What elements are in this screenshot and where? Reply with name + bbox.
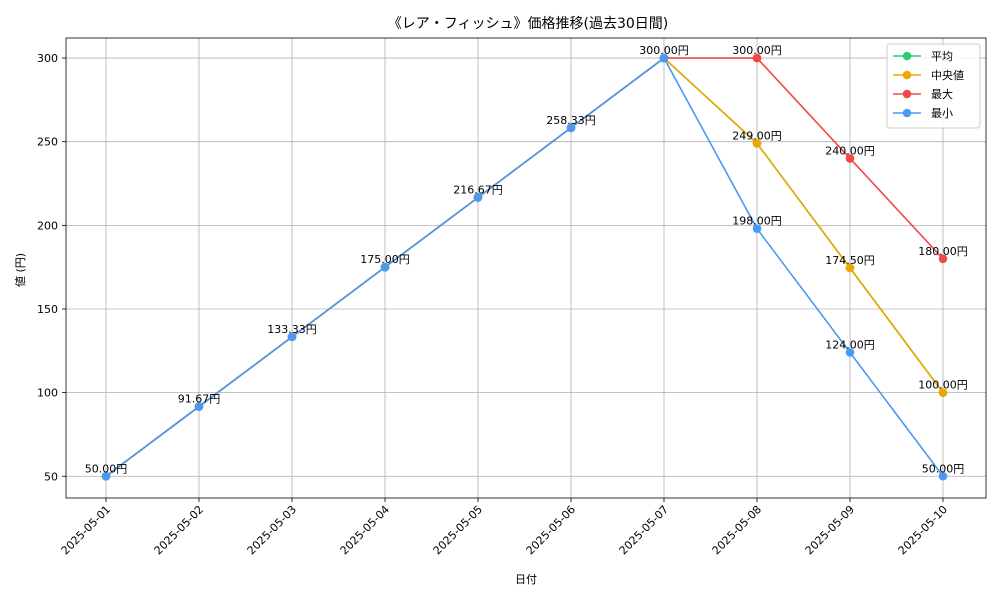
data-point bbox=[473, 193, 483, 202]
data-label: 258.33円 bbox=[546, 114, 596, 127]
y-tick-label: 100 bbox=[37, 387, 58, 400]
y-tick-label: 50 bbox=[44, 470, 58, 483]
data-point bbox=[752, 53, 762, 63]
legend-label: 平均 bbox=[931, 50, 953, 63]
data-label: 50.00円 bbox=[85, 462, 128, 475]
data-label: 174.50円 bbox=[825, 254, 875, 267]
y-tick-label: 200 bbox=[37, 219, 58, 232]
data-point bbox=[845, 154, 855, 163]
data-label: 300.00円 bbox=[639, 44, 689, 57]
series-3 bbox=[101, 53, 948, 481]
legend-item: 中央値 bbox=[893, 69, 964, 82]
legend-marker bbox=[902, 51, 912, 61]
data-label: 100.00円 bbox=[918, 379, 968, 392]
legend-marker bbox=[902, 70, 912, 80]
data-label: 240.00円 bbox=[825, 144, 875, 157]
grid-layer bbox=[66, 38, 986, 498]
data-point bbox=[194, 402, 204, 411]
data-point bbox=[845, 263, 855, 273]
data-point bbox=[938, 254, 948, 264]
data-label: 91.67円 bbox=[178, 393, 221, 406]
legend-marker bbox=[902, 89, 912, 99]
series-0 bbox=[101, 53, 948, 481]
legend-label: 最小 bbox=[931, 107, 953, 120]
data-point bbox=[845, 348, 855, 357]
data-label: 198.00円 bbox=[732, 215, 782, 228]
y-tick-label: 150 bbox=[37, 303, 58, 316]
series-line bbox=[105, 57, 944, 477]
series-layer bbox=[101, 53, 948, 481]
x-tick-label: 2025-05-07 bbox=[617, 503, 671, 557]
data-label: 180.00円 bbox=[918, 245, 968, 258]
y-tick-label: 250 bbox=[37, 136, 58, 149]
x-tick-label: 2025-05-03 bbox=[245, 503, 299, 557]
x-tick-label: 2025-05-06 bbox=[524, 503, 578, 557]
legend-box bbox=[886, 43, 981, 129]
legend-marker bbox=[902, 108, 912, 118]
x-axis-label: 日付 bbox=[515, 573, 537, 586]
series-line bbox=[105, 57, 944, 477]
data-point bbox=[659, 53, 669, 63]
legend-label: 中央値 bbox=[931, 69, 964, 82]
data-point bbox=[752, 139, 762, 148]
series-2 bbox=[101, 53, 948, 481]
data-point bbox=[101, 471, 111, 481]
data-label: 175.00円 bbox=[360, 253, 410, 266]
x-tick-label: 2025-05-04 bbox=[338, 503, 392, 557]
x-tick-label: 2025-05-09 bbox=[803, 503, 857, 557]
data-label: 249.00円 bbox=[732, 129, 782, 142]
x-tick-label: 2025-05-08 bbox=[710, 503, 764, 557]
data-label: 50.00円 bbox=[922, 462, 965, 475]
series-line bbox=[105, 57, 944, 477]
x-tick-label: 2025-05-10 bbox=[896, 503, 950, 557]
data-label: 124.00円 bbox=[825, 338, 875, 351]
legend-item: 最大 bbox=[893, 87, 953, 101]
plot-area-frame bbox=[65, 37, 987, 499]
data-point bbox=[566, 123, 576, 133]
data-label: 300.00円 bbox=[732, 44, 782, 57]
series-1 bbox=[101, 53, 948, 481]
data-point bbox=[938, 388, 948, 397]
data-label-layer: 50.00円 91.67円 133.33円 175.00円 216.67円 258.33円… bbox=[85, 44, 968, 475]
data-point bbox=[380, 262, 390, 272]
series-line bbox=[105, 57, 944, 477]
y-tick-label: 300 bbox=[37, 52, 58, 65]
legend-label: 最大 bbox=[931, 87, 953, 101]
data-point bbox=[938, 471, 948, 481]
legend-item: 平均 bbox=[893, 50, 953, 63]
y-axis-label: 値 (円) bbox=[14, 253, 27, 287]
x-tick-label: 2025-05-01 bbox=[59, 503, 113, 557]
x-tick-label: 2025-05-05 bbox=[431, 503, 485, 557]
data-label: 133.33円 bbox=[267, 323, 317, 336]
x-tick-label: 2025-05-02 bbox=[152, 503, 206, 557]
data-label: 216.67円 bbox=[453, 183, 503, 196]
chart-title: 《レア・フィッシュ》価格推移(過去30日間) bbox=[388, 16, 668, 32]
data-point bbox=[287, 332, 297, 342]
data-point bbox=[752, 224, 762, 233]
legend-item: 最小 bbox=[893, 107, 953, 120]
